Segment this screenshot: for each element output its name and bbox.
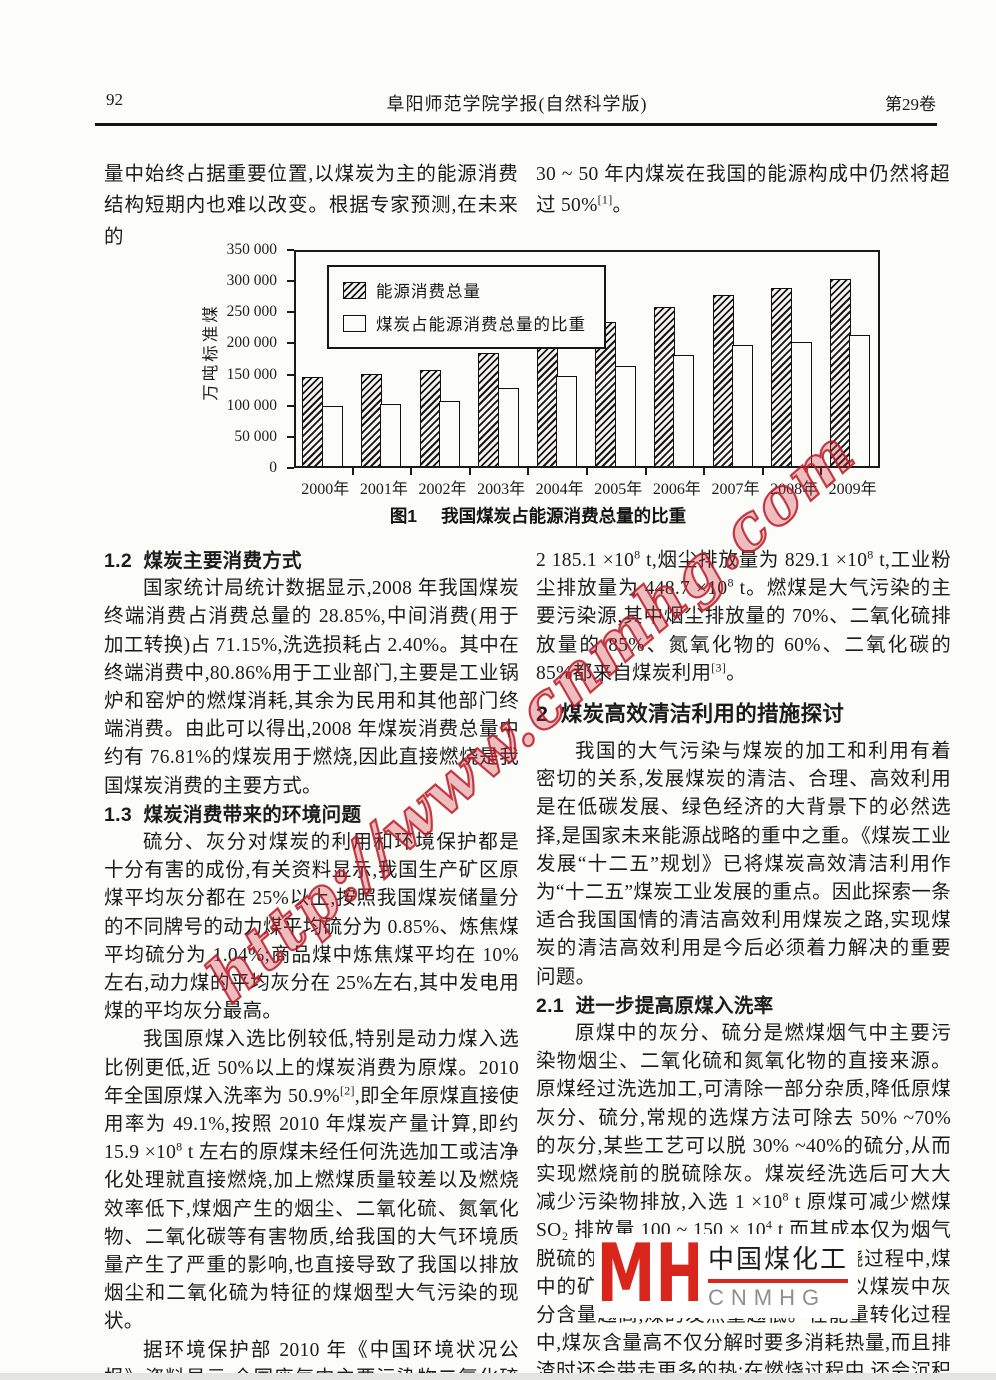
bar-energy-total [302, 377, 324, 468]
cnmhg-logo-mark-icon: MH [598, 1237, 698, 1313]
bar-energy-total [419, 369, 441, 468]
svg-text:MH: MH [598, 1237, 698, 1313]
figure-caption-label: 图1 [389, 506, 418, 526]
x-axis-tick-label: 2007年 [711, 481, 760, 498]
paragraph: 我国的大气污染与煤炭的加工和利用有着密切的关系,发展煤炭的清洁、合理、高效利用是… [536, 741, 951, 988]
y-axis-tick [287, 435, 294, 438]
y-axis-tick [287, 280, 294, 283]
paragraph: 原煤中的灰分、硫分是燃煤烟气中主要污染物烟尘、二氧化硫和氮氧化物的直接来源。原煤… [536, 1023, 951, 1380]
x-axis-tick [703, 468, 706, 475]
intro-paragraph-left: 量中始终占据重要位置,以煤炭为主的能源消费结构短期内也难以改变。根据专家预测,在… [104, 163, 518, 248]
y-axis-tick [287, 249, 294, 251]
bar-energy-total [653, 307, 675, 468]
y-axis-tick-label: 150 000 [226, 365, 277, 383]
legend-entry: 煤炭占能源消费总量的比重 [343, 311, 586, 335]
x-axis-tick [586, 468, 588, 475]
y-axis-tick-label: 350 000 [226, 241, 277, 258]
section-heading: 1.2 煤炭主要消费方式 [104, 550, 302, 572]
x-axis-tick-label: 2001年 [359, 481, 408, 498]
bar-energy-total [712, 294, 734, 468]
bar-energy-total [595, 321, 617, 468]
x-axis-tick-label: 2004年 [535, 481, 584, 498]
legend-swatch-hatched-icon [343, 281, 366, 299]
bar-energy-total [771, 287, 793, 468]
y-axis-tick [287, 311, 294, 314]
bar-energy-total [536, 335, 558, 468]
x-axis-tick-label: 2002年 [418, 481, 467, 498]
x-axis-tick [820, 468, 823, 475]
x-axis-tick-label: 2000年 [301, 481, 350, 498]
figure-caption: 图1 我国煤炭占能源消费总量的比重 [180, 503, 896, 528]
cnmhg-logo-company: 中国煤化工 [708, 1244, 849, 1274]
y-axis-tick-label: 50 000 [234, 427, 277, 445]
cnmhg-logo-underline [708, 1279, 849, 1283]
page-bottom-edge [0, 1373, 996, 1380]
bar-energy-total [360, 373, 382, 468]
x-axis-tick-label: 2008年 [770, 481, 819, 498]
page-header: 92 阜阳师范学院学报(自然科学版) 第29卷 [98, 90, 936, 116]
y-axis-tick-label: 250 000 [226, 303, 277, 321]
y-axis-tick-label: 200 000 [226, 334, 277, 352]
legend-label: 煤炭占能源消费总量的比重 [376, 316, 586, 334]
paragraph: 硫分、灰分对煤炭的利用和环境保护都是十分有害的成份,有关资料显示,我国生产矿区原… [104, 832, 519, 1023]
cnmhg-logo-text: 中国煤化工 CNMHG [708, 1239, 849, 1311]
y-axis-tick-label: 300 000 [226, 272, 277, 290]
y-axis-tick [287, 467, 294, 469]
page-number: 92 [106, 90, 123, 109]
y-axis-tick-label: 100 000 [226, 396, 277, 414]
journal-title: 阜阳师范学院学报(自然科学版) [386, 94, 648, 114]
paragraph: 我国原煤入选比例较低,特别是动力煤入选比例更低,近 50%以上的煤炭消费为原煤。… [104, 1029, 519, 1333]
y-axis-tick [287, 342, 294, 345]
x-axis-tick-label: 2003年 [477, 481, 526, 498]
figure-caption-title: 我国煤炭占能源消费总量的比重 [441, 506, 687, 526]
x-axis-tick [527, 468, 530, 475]
left-column: 1.2 煤炭主要消费方式国家统计局统计数据显示,2008 年我国煤炭终端消费占消… [104, 547, 519, 1380]
x-axis-tick [351, 468, 354, 475]
legend-swatch-white-icon [343, 314, 366, 332]
figure-chart: 万吨标准煤 0 50 000 100 000 150 000 200 000 250 00… [180, 236, 896, 498]
plot-frame [294, 250, 880, 468]
x-axis-tick-label: 2009年 [828, 481, 877, 498]
section-heading: 2 煤炭高效清洁利用的措施探讨 [536, 702, 845, 727]
chart-legend: 能源消费总量煤炭占能源消费总量的比重 [327, 265, 606, 349]
x-axis-tick [761, 468, 764, 475]
cnmhg-logo: MH 中国煤化工 CNMHG [594, 1234, 859, 1318]
x-axis-tick-label: 2006年 [652, 481, 701, 498]
x-axis-tick [410, 468, 413, 475]
paragraph: 2 185.1 ×108 t,烟尘排放量为 829.1 ×108 t,工业粉尘排… [536, 547, 951, 684]
legend-label: 能源消费总量 [376, 283, 481, 301]
section-heading: 1.3 煤炭消费带来的环境问题 [104, 803, 362, 826]
y-axis-tick [287, 373, 294, 376]
x-axis-tick-label: 2005年 [594, 481, 643, 498]
section-heading: 2.1 进一步提高原煤入洗率 [536, 994, 774, 1017]
paragraph: 国家统计局统计数据显示,2008 年我国煤炭终端消费占消费总量的 28.85%,… [104, 578, 519, 797]
y-axis-tick [287, 404, 294, 407]
intro-paragraph-right: 30 ~ 50 年内煤炭在我国的能源构成中仍然将超过 50%[1]。 [536, 163, 950, 217]
legend-entry: 能源消费总量 [343, 278, 586, 302]
y-axis-tick-label: 0 [269, 459, 277, 476]
x-axis-tick [468, 468, 471, 475]
volume-label: 第29卷 [885, 95, 936, 114]
cnmhg-logo-abbr: CNMHG [708, 1285, 827, 1310]
header-rule [95, 123, 937, 126]
x-axis-tick [644, 468, 647, 475]
